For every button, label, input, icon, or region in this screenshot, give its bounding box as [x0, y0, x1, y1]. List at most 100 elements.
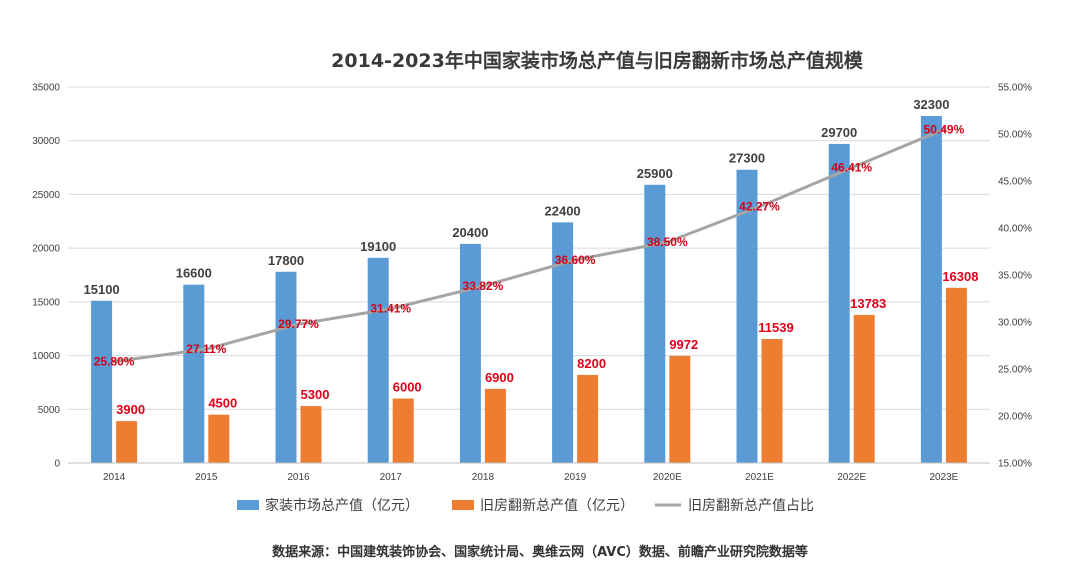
label-reno: 13783 — [850, 296, 886, 311]
label-reno: 3900 — [116, 402, 145, 417]
y-right-tick-label: 25.00% — [998, 365, 1032, 376]
bar-total-2019 — [552, 222, 574, 463]
y-right-tick-label: 50.00% — [998, 130, 1032, 141]
label-total: 27300 — [729, 151, 765, 166]
x-tick-label: 2023E — [929, 472, 958, 483]
y-right-tick-label: 35.00% — [998, 271, 1032, 282]
data-labels: 15100 3900 16600 4500 17800 5300 19100 6000 2040… — [84, 97, 979, 417]
label-reno: 6000 — [393, 380, 422, 395]
legend: 家装市场总产值（亿元） 旧房翻新总产值（亿元） 旧房翻新总产值占比 — [237, 497, 814, 514]
x-tick-label: 2020E — [653, 472, 682, 483]
label-share: 31.41% — [370, 302, 411, 316]
legend-swatch-total — [237, 500, 259, 510]
legend-label-total: 家装市场总产值（亿元） — [265, 497, 419, 514]
bar-total-2021E — [736, 169, 758, 463]
bars — [91, 116, 967, 464]
x-tick-label: 2021E — [745, 472, 774, 483]
legend-label-reno: 旧房翻新总产值（亿元） — [480, 498, 634, 514]
right-axis: 15.00% 20.00% 25.00% 30.00% 35.00% 40.00% 45.0… — [998, 83, 1032, 470]
bar-total-2020E — [644, 184, 666, 463]
x-tick-label: 2019 — [564, 472, 587, 483]
share-point-2016 — [297, 322, 300, 326]
bar-reno-2021E — [761, 339, 783, 463]
y-right-tick-label: 55.00% — [998, 83, 1032, 94]
share-point-2015 — [204, 347, 208, 351]
label-share: 27.11% — [186, 342, 226, 356]
y-right-tick-label: 40.00% — [998, 224, 1032, 235]
label-reno: 16308 — [942, 269, 978, 284]
x-tick-label: 2015 — [195, 472, 218, 483]
x-tick-label: 2016 — [287, 472, 310, 483]
label-total: 20400 — [452, 225, 488, 240]
label-share: 36.60% — [555, 253, 596, 267]
bar-reno-2019 — [577, 374, 599, 463]
bar-reno-2022E — [853, 314, 875, 463]
y-right-tick-label: 15.00% — [998, 459, 1032, 470]
y-left-tick-label: 0 — [54, 459, 60, 470]
left-axis: 0 5000 10000 15000 20000 25000 30000 35000 — [32, 83, 60, 470]
x-tick-label: 2018 — [472, 472, 495, 483]
bar-total-2015 — [183, 284, 205, 463]
bar-reno-2017 — [392, 398, 414, 463]
y-right-tick-label: 30.00% — [998, 318, 1032, 329]
share-point-2019 — [573, 258, 577, 262]
y-right-tick-label: 45.00% — [998, 177, 1032, 188]
share-point-2022E — [850, 166, 854, 170]
label-total: 17800 — [268, 253, 304, 268]
label-total: 25900 — [637, 166, 673, 181]
bar-total-2023E — [920, 116, 942, 464]
y-left-tick-label: 35000 — [32, 83, 60, 94]
y-left-tick-label: 15000 — [32, 297, 60, 308]
label-reno: 5300 — [301, 387, 330, 402]
label-reno: 8200 — [577, 356, 606, 371]
bar-reno-2018 — [484, 388, 506, 463]
bar-total-2018 — [459, 243, 481, 463]
share-point-2018 — [481, 284, 485, 288]
bar-reno-2015 — [208, 414, 230, 463]
bar-total-2014 — [91, 300, 113, 463]
label-share: 46.41% — [831, 161, 872, 175]
share-point-2014 — [112, 359, 116, 363]
y-left-tick-label: 20000 — [32, 244, 60, 255]
label-reno: 4500 — [208, 396, 237, 411]
label-share: 29.77% — [278, 317, 319, 331]
label-total: 19100 — [360, 239, 396, 254]
label-total: 32300 — [913, 97, 949, 112]
y-left-tick-label: 30000 — [32, 136, 60, 147]
bar-reno-2016 — [300, 406, 322, 463]
share-line — [112, 127, 946, 363]
x-tick-label: 2022E — [837, 472, 866, 483]
label-share: 42.27% — [739, 200, 780, 214]
bar-reno-2020E — [669, 355, 691, 463]
bar-total-2017 — [367, 257, 389, 463]
label-total: 22400 — [545, 203, 581, 218]
x-tick-label: 2017 — [380, 472, 403, 483]
y-right-tick-label: 20.00% — [998, 412, 1032, 423]
y-left-tick-label: 25000 — [32, 190, 60, 201]
share-point-2023E — [942, 127, 946, 131]
share-point-2017 — [389, 307, 393, 311]
label-reno: 6900 — [485, 370, 514, 385]
legend-label-share: 旧房翻新总产值占比 — [688, 498, 814, 514]
source-note: 数据来源：中国建筑装饰协会、国家统计局、奥维云网（AVC）数据、前瞻产业研究院数… — [272, 544, 808, 560]
label-share: 38.50% — [647, 235, 688, 249]
share-line-path — [113, 128, 945, 363]
label-reno: 11539 — [758, 320, 793, 335]
label-share: 33.82% — [463, 279, 504, 293]
label-share: 25.80% — [94, 354, 135, 368]
gridlines — [68, 86, 990, 464]
bar-total-2022E — [828, 143, 850, 464]
share-point-2020E — [665, 240, 669, 244]
y-left-tick-label: 5000 — [38, 405, 61, 416]
x-axis: 2014 2015 2016 2017 2018 2019 2020E 2021E 2022E 2… — [68, 462, 990, 483]
label-share: 50.49% — [924, 122, 965, 136]
label-total: 15100 — [84, 282, 120, 297]
label-reno: 9972 — [669, 337, 698, 352]
y-left-tick-label: 10000 — [32, 351, 60, 362]
x-tick-label: 2014 — [103, 472, 126, 483]
bar-reno-2014 — [116, 421, 138, 463]
label-total: 29700 — [821, 125, 857, 140]
share-point-2021E — [758, 205, 761, 209]
bar-reno-2023E — [945, 287, 967, 463]
